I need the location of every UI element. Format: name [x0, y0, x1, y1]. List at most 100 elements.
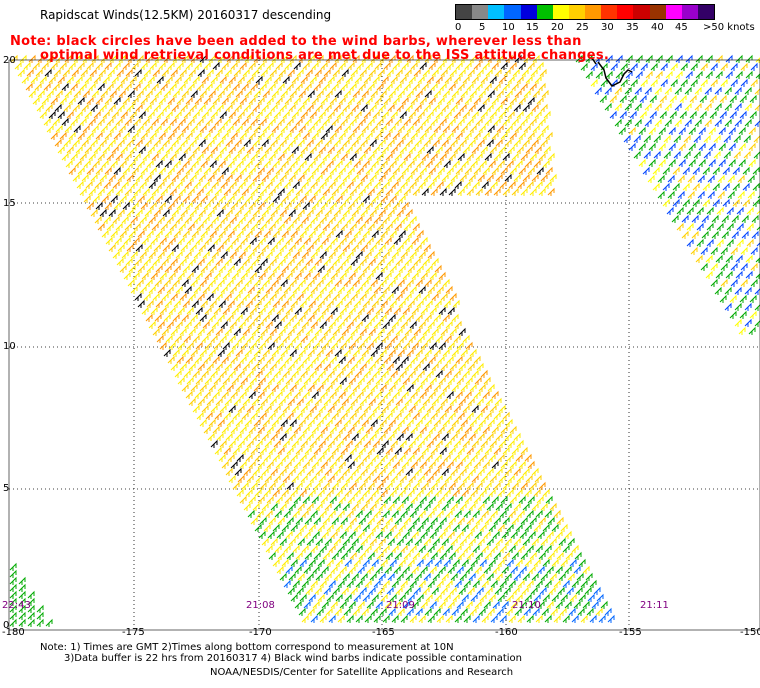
- wind-barb: [639, 110, 647, 119]
- wind-barb: [245, 229, 253, 238]
- wind-barb: [99, 138, 107, 147]
- wind-barb: [362, 453, 370, 462]
- wind-barb: [158, 166, 166, 175]
- wind-barb: [413, 327, 421, 336]
- wind-barb: [408, 75, 416, 84]
- wind-barb: [378, 502, 386, 511]
- wind-barb: [700, 262, 708, 271]
- wind-barb: [436, 180, 444, 189]
- wind-barb: [308, 229, 316, 238]
- wind-barb: [154, 313, 162, 322]
- wind-barb: [228, 474, 236, 483]
- wind-barb: [237, 404, 245, 413]
- wind-barb: [434, 159, 442, 168]
- wind-barb: [362, 159, 370, 168]
- wind-barb: [210, 110, 218, 119]
- wind-barb: [387, 572, 395, 581]
- wind-barb: [680, 78, 688, 87]
- wind-barb: [273, 474, 281, 483]
- wind-barb: [500, 131, 508, 140]
- wind-speed-legend: 0 5 10 15 20 25 30 35 40 45 >50 knots: [455, 4, 755, 34]
- wind-barb: [520, 117, 528, 126]
- wind-barb: [316, 418, 324, 427]
- wind-barb: [199, 383, 207, 392]
- wind-barb: [441, 537, 449, 546]
- wind-barb: [368, 397, 376, 406]
- wind-barb: [730, 278, 738, 287]
- wind-barb: [502, 446, 510, 455]
- wind-barb: [404, 586, 412, 595]
- wind-barb: [243, 432, 251, 441]
- wind-barb: [462, 474, 470, 483]
- wind-barb: [477, 173, 485, 182]
- legend-label: 40: [651, 22, 664, 33]
- wind-barb: [253, 124, 261, 133]
- wind-barb: [577, 607, 585, 616]
- wind-barb: [130, 285, 138, 294]
- wind-barb: [393, 530, 401, 539]
- wind-barb: [310, 215, 318, 224]
- wind-barb: [120, 145, 128, 154]
- wind-barb: [183, 334, 191, 343]
- wind-barb: [658, 126, 666, 135]
- wind-barb: [121, 215, 129, 224]
- wind-barb: [171, 173, 179, 182]
- wind-barb: [163, 89, 171, 98]
- wind-barb: [427, 509, 435, 518]
- wind-barb: [218, 264, 226, 273]
- wind-barb: [491, 495, 499, 504]
- wind-barb: [575, 586, 583, 595]
- wind-barb: [448, 411, 456, 420]
- wind-barb: [423, 432, 431, 441]
- wind-barb: [663, 134, 671, 143]
- wind-barb: [297, 502, 305, 511]
- wind-barb: [206, 327, 214, 336]
- wind-barb: [354, 110, 362, 119]
- wind-barb: [395, 327, 403, 336]
- wind-barb: [520, 187, 528, 196]
- wind-barb: [310, 320, 318, 329]
- wind-barb: [278, 292, 286, 301]
- wind-barb: [524, 558, 532, 567]
- wind-barb: [437, 355, 445, 364]
- wind-barb: [619, 94, 627, 103]
- wind-barb: [307, 348, 315, 357]
- wind-barb: [81, 138, 89, 147]
- wind-barb: [414, 467, 422, 476]
- wind-barb: [350, 586, 358, 595]
- wind-barb: [390, 439, 398, 448]
- plot-frame: [8, 59, 760, 631]
- wind-barb: [127, 89, 135, 98]
- wind-barb: [327, 404, 335, 413]
- wind-barb: [159, 236, 167, 245]
- wind-barb: [370, 124, 378, 133]
- wind-barb: [519, 530, 527, 539]
- wind-barb: [375, 565, 383, 574]
- wind-barb: [344, 523, 352, 532]
- wind-barb: [385, 152, 393, 161]
- wind-barb: [273, 145, 281, 154]
- wind-barb: [149, 201, 157, 210]
- wind-barb: [532, 607, 540, 616]
- wind-barb: [174, 110, 182, 119]
- wind-barb: [285, 376, 293, 385]
- wind-barb: [136, 278, 144, 287]
- wind-barb: [644, 118, 652, 127]
- wind-barb: [433, 278, 441, 287]
- wind-barb: [364, 509, 372, 518]
- wind-barb: [450, 138, 458, 147]
- wind-barb: [365, 201, 373, 210]
- wind-barb: [533, 523, 541, 532]
- wind-barb: [319, 614, 327, 623]
- wind-barb: [367, 481, 375, 490]
- wind-barb: [380, 593, 388, 602]
- wind-barb: [314, 586, 322, 595]
- wind-barb: [531, 572, 539, 581]
- wind-barb: [475, 446, 483, 455]
- wind-barb: [717, 190, 725, 199]
- wind-barb: [152, 68, 160, 77]
- wind-barb: [734, 86, 742, 95]
- wind-barb: [466, 481, 474, 490]
- wind-barb: [400, 614, 408, 623]
- wind-barb: [61, 117, 69, 126]
